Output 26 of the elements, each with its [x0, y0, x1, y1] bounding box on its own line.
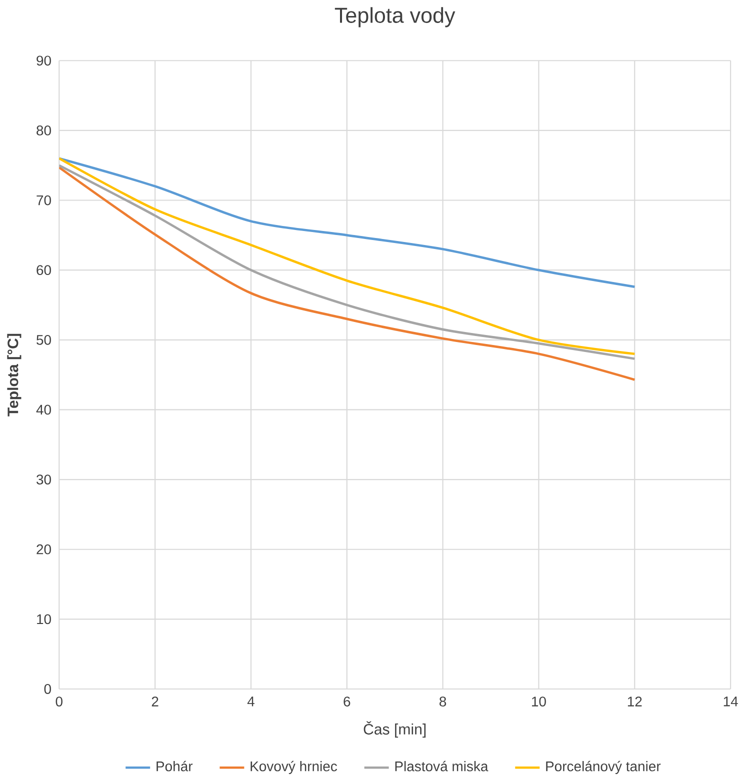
legend-label: Kovový hrniec — [250, 760, 338, 774]
y-tick-label: 70 — [36, 195, 52, 206]
y-tick-label: 10 — [37, 614, 52, 624]
x-tick-label: 2 — [152, 696, 158, 706]
x-tick-label: 14 — [724, 696, 738, 706]
y-tick-label: 0 — [44, 684, 52, 694]
y-tick-label: 60 — [36, 265, 52, 276]
y-tick-label: 80 — [36, 126, 52, 136]
y-axis-title: Teplota [°C] — [7, 334, 22, 416]
line-series — [59, 157, 636, 288]
y-tick-label: 50 — [36, 334, 52, 345]
x-tick-label: 8 — [440, 696, 446, 706]
y-tick-label: 20 — [36, 544, 52, 554]
y-tick-label: 90 — [36, 56, 52, 66]
legend-label: Porcelánový tanier — [546, 760, 661, 774]
x-tick-label: 6 — [344, 696, 350, 706]
x-tick-label: 12 — [628, 696, 642, 706]
x-tick-label: 10 — [532, 696, 546, 706]
chart-title: Teplota vody — [335, 7, 456, 28]
x-tick-label: 4 — [248, 696, 255, 706]
y-tick-label: 30 — [36, 474, 52, 484]
legend-label: Plastová miska — [396, 760, 488, 772]
y-tick-label: 40 — [36, 404, 52, 415]
x-axis-title: Čas [min] — [364, 721, 426, 738]
legend-label: Pohár — [156, 760, 193, 772]
x-tick-label: 0 — [56, 696, 63, 706]
